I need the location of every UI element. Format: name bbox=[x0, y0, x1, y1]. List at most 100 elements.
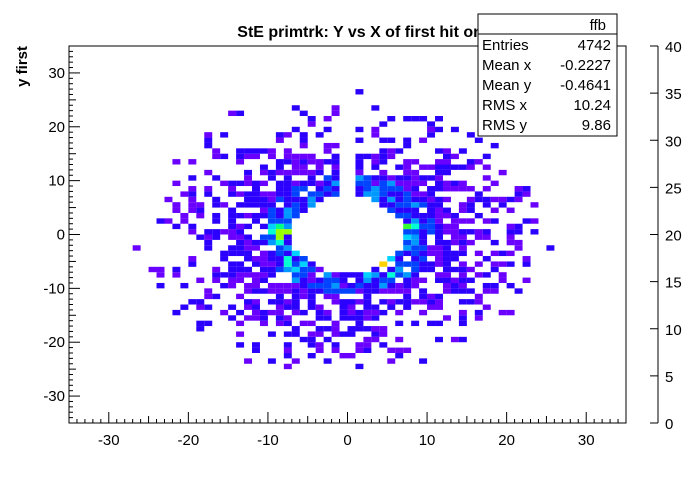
heatmap-bin bbox=[403, 299, 412, 305]
heatmap-bin bbox=[291, 266, 300, 273]
heatmap-bin bbox=[291, 153, 300, 160]
heatmap-bin bbox=[419, 180, 428, 187]
heatmap-bin bbox=[371, 105, 380, 111]
heatmap-bin bbox=[347, 304, 356, 310]
heatmap-bin bbox=[427, 320, 436, 327]
heatmap-bin bbox=[259, 212, 268, 219]
heatmap-bin bbox=[212, 272, 221, 278]
stats-value: 9.86 bbox=[582, 117, 611, 134]
heatmap-bin bbox=[435, 336, 443, 343]
heatmap-bin bbox=[244, 245, 253, 251]
heatmap-bin bbox=[435, 218, 443, 224]
heatmap-bin bbox=[482, 202, 491, 208]
heatmap-bin bbox=[275, 169, 284, 176]
heatmap-bin bbox=[331, 342, 340, 348]
heatmap-bin bbox=[379, 288, 388, 294]
heatmap-bin bbox=[387, 207, 396, 213]
heatmap-bin bbox=[427, 218, 436, 224]
heatmap-bin bbox=[259, 288, 268, 294]
heatmap-bin bbox=[442, 148, 451, 154]
heatmap-bin bbox=[291, 169, 300, 176]
heatmap-bin bbox=[172, 272, 181, 278]
heatmap-bin bbox=[172, 159, 181, 165]
heatmap-bin bbox=[323, 142, 332, 149]
heatmap-bin bbox=[331, 331, 340, 337]
heatmap-bin bbox=[331, 293, 340, 300]
heatmap-bin bbox=[506, 223, 515, 230]
heatmap-bin bbox=[172, 309, 181, 316]
heatmap-bin bbox=[236, 223, 245, 230]
heatmap-bin bbox=[427, 212, 436, 219]
heatmap-bin bbox=[435, 116, 443, 122]
heatmap-bin bbox=[283, 342, 292, 348]
heatmap-bin bbox=[275, 261, 284, 267]
heatmap-bin bbox=[490, 250, 499, 257]
y-axis-label: y first bbox=[14, 46, 31, 87]
heatmap-bin bbox=[395, 180, 404, 187]
heatmap-bin bbox=[395, 272, 404, 278]
heatmap-bin bbox=[371, 126, 380, 133]
heatmap-bin bbox=[387, 256, 396, 262]
heatmap-bin bbox=[315, 169, 324, 176]
heatmap-bin bbox=[379, 175, 388, 181]
heatmap-bin bbox=[442, 180, 451, 187]
heatmap-bin bbox=[403, 202, 412, 208]
heatmap-bin bbox=[363, 282, 372, 289]
heatmap-bin bbox=[291, 309, 300, 316]
heatmap-bin bbox=[395, 352, 404, 359]
heatmap-bin bbox=[379, 121, 388, 127]
heatmap-bin bbox=[228, 212, 237, 219]
heatmap-bin bbox=[403, 207, 412, 213]
heatmap-bin bbox=[442, 261, 451, 267]
heatmap-bin bbox=[450, 256, 459, 262]
heatmap-bin bbox=[442, 315, 451, 321]
heatmap-bin bbox=[482, 229, 491, 235]
heatmap-bin bbox=[291, 196, 300, 203]
heatmap-bin bbox=[236, 331, 245, 337]
heatmap-bin bbox=[442, 186, 451, 192]
heatmap-bin bbox=[267, 229, 276, 235]
heatmap-bin bbox=[299, 336, 308, 343]
heatmap-bin bbox=[331, 169, 340, 176]
heatmap-bin bbox=[506, 250, 515, 257]
heatmap-bin bbox=[228, 110, 237, 117]
heatmap-bin bbox=[466, 207, 475, 213]
heatmap-bin bbox=[156, 282, 165, 289]
heatmap-bin bbox=[259, 148, 268, 154]
heatmap-bin bbox=[275, 164, 284, 170]
heatmap-bin bbox=[419, 288, 428, 294]
heatmap-bin bbox=[442, 207, 451, 213]
heatmap-bin bbox=[435, 293, 443, 300]
heatmap-bin bbox=[236, 272, 245, 278]
heatmap-bin bbox=[403, 288, 412, 294]
heatmap-bin bbox=[307, 299, 316, 305]
heatmap-bin bbox=[252, 347, 260, 353]
heatmap-bin bbox=[355, 347, 364, 353]
heatmap-bin bbox=[474, 261, 483, 267]
heatmap-bin bbox=[466, 218, 475, 224]
heatmap-bin bbox=[267, 288, 276, 294]
y-tick-label: -30 bbox=[43, 388, 65, 405]
heatmap-bin bbox=[299, 266, 308, 273]
heatmap-bin bbox=[323, 326, 332, 332]
heatmap-bin bbox=[427, 229, 436, 235]
heatmap-bin bbox=[307, 266, 316, 273]
heatmap-bin bbox=[244, 239, 253, 246]
heatmap-bin bbox=[347, 282, 356, 289]
heatmap-bin bbox=[307, 293, 316, 300]
heatmap-bin bbox=[307, 180, 316, 187]
heatmap-bin bbox=[307, 196, 316, 203]
heatmap-bin bbox=[466, 239, 475, 246]
heatmap-bin bbox=[283, 234, 292, 240]
heatmap-bin bbox=[403, 261, 412, 267]
heatmap-bin bbox=[259, 196, 268, 203]
heatmap-bin bbox=[427, 132, 436, 138]
heatmap-bin bbox=[347, 288, 356, 294]
heatmap-bin bbox=[387, 304, 396, 310]
heatmap-bin bbox=[435, 229, 443, 235]
heatmap-bin bbox=[212, 293, 221, 300]
heatmap-bin bbox=[363, 180, 372, 187]
heatmap-bin bbox=[164, 218, 173, 224]
heatmap-bin bbox=[387, 116, 396, 122]
heatmap-bin bbox=[355, 169, 364, 176]
